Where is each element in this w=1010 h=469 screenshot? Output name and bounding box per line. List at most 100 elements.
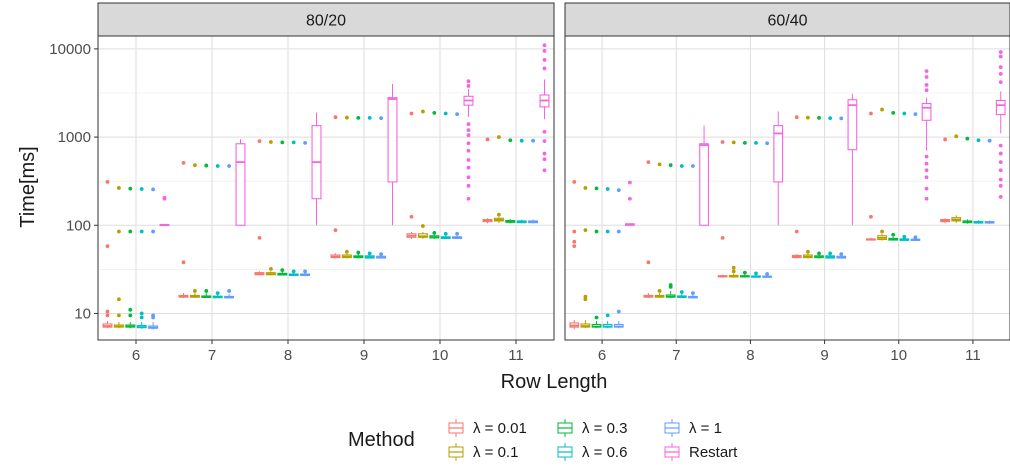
outlier-point: [583, 186, 588, 190]
outlier-point: [794, 115, 799, 120]
outlier-point: [128, 186, 133, 191]
outlier-point: [924, 69, 929, 73]
outlier-point: [542, 151, 547, 156]
outlier-point: [754, 271, 758, 276]
box-l01-11: [493, 135, 504, 224]
box-l001-8: [254, 139, 265, 276]
outlier-point: [720, 235, 725, 240]
outlier-point: [817, 251, 821, 256]
outlier-point: [128, 229, 133, 234]
y-tick-label: 100: [66, 217, 91, 234]
outlier-point: [421, 224, 425, 228]
box-l03-9: [353, 115, 364, 259]
outlier-point: [679, 164, 684, 168]
outlier-point: [303, 140, 307, 145]
outlier-point: [466, 158, 471, 162]
outlier-point: [215, 164, 220, 168]
box-l01-6: [113, 186, 124, 329]
y-axis-title: Time[ms]: [17, 146, 39, 227]
box-l1-9: [376, 116, 387, 259]
outlier-point: [105, 309, 110, 314]
outlier-point: [594, 186, 599, 191]
x-tick-label: 8: [284, 347, 292, 364]
outlier-point: [998, 160, 1003, 165]
outlier-point: [998, 183, 1003, 188]
outlier-point: [828, 116, 833, 121]
outlier-point: [466, 84, 471, 88]
outlier-point: [128, 307, 133, 312]
box: [773, 125, 784, 183]
outlier-point: [333, 228, 338, 233]
panel-border: [97, 35, 555, 341]
outlier-point: [828, 251, 833, 256]
box-l06-7: [676, 164, 687, 298]
box-l01-7: [189, 163, 200, 298]
box-l1-8: [300, 140, 311, 277]
box-l01-7: [654, 162, 665, 298]
plot-background: [565, 36, 1010, 340]
outlier-point: [193, 289, 197, 293]
outlier-point: [880, 107, 884, 112]
box-l1-7: [688, 164, 698, 299]
legend-item-l001: λ = 0.01: [448, 419, 527, 437]
outlier-point: [280, 268, 285, 273]
outlier-point: [924, 88, 929, 93]
box-l03-8: [739, 140, 750, 278]
outlier-point: [742, 270, 747, 275]
outlier-point: [151, 313, 156, 318]
box-restart-10: [463, 79, 474, 201]
outlier-point: [839, 252, 844, 257]
outlier-point: [291, 269, 296, 274]
box-restart-7: [699, 125, 709, 226]
outlier-point: [105, 313, 110, 318]
x-axis-title: Row Length: [501, 371, 608, 393]
outlier-point: [998, 151, 1003, 156]
outlier-point: [720, 140, 725, 144]
outlier-point: [193, 163, 197, 168]
outlier-point: [605, 187, 610, 191]
outlier-point: [432, 110, 437, 115]
outlier-point: [542, 58, 547, 62]
box-l06-7: [212, 164, 223, 299]
panel-border: [564, 35, 1010, 341]
box-l001-9: [791, 115, 802, 259]
outlier-point: [204, 289, 209, 293]
outlier-point: [731, 140, 736, 145]
outlier-point: [542, 66, 547, 71]
outlier-point: [646, 160, 651, 165]
box-l001-6: [569, 180, 580, 330]
outlier-point: [924, 175, 929, 180]
outlier-point: [139, 187, 144, 191]
x-tick-label: 6: [132, 347, 140, 364]
outlier-point: [954, 134, 959, 139]
box: [995, 99, 1006, 116]
outlier-point: [139, 315, 144, 320]
outlier-point: [432, 230, 437, 235]
outlier-point: [913, 235, 918, 240]
box-l001-10: [406, 111, 417, 239]
box-l001-9: [330, 115, 341, 259]
box-restart-7: [235, 139, 246, 226]
box-restart-8: [311, 112, 322, 226]
outlier-point: [542, 48, 547, 53]
outlier-point: [466, 141, 471, 146]
box-l06-9: [364, 115, 375, 259]
outlier-point: [731, 265, 736, 270]
legend-label: λ = 0.01: [473, 420, 527, 437]
legend-item-l1: λ = 1: [664, 419, 722, 437]
box-restart-6: [159, 195, 170, 227]
panel-1: 60/40 6 7 8 9 10 11: [564, 2, 1010, 364]
outlier-point: [291, 140, 296, 145]
outlier-point: [345, 115, 349, 120]
box-restart-11: [995, 50, 1006, 199]
outlier-point: [605, 229, 610, 234]
y-tick-label: 1000: [58, 129, 91, 146]
outlier-point: [616, 188, 621, 193]
panel-0: 80/20 6 7 8 9 10 11: [97, 2, 555, 364]
box-l1-6: [613, 188, 624, 329]
outlier-point: [531, 138, 535, 143]
outlier-point: [466, 165, 471, 170]
box-l06-10: [899, 111, 910, 241]
outlier-point: [466, 122, 471, 127]
